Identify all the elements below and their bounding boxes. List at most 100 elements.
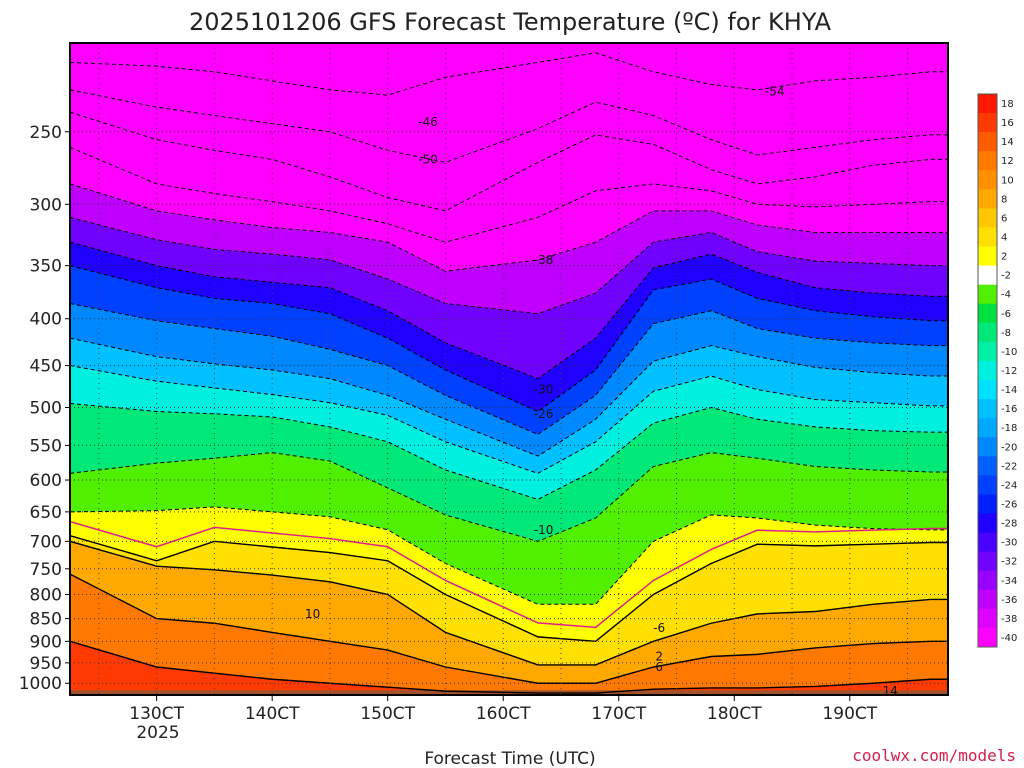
colorbar-tick-label: 14 (1001, 137, 1014, 148)
colorbar-tick-label: -24 (1001, 480, 1017, 491)
colorbar-swatch (978, 360, 997, 381)
colorbar-tick-label: -8 (1001, 328, 1011, 339)
contour-label: 6 (655, 660, 663, 674)
plot-area (70, 43, 948, 695)
contour-label: -30 (534, 383, 554, 397)
colorbar-tick-label: -34 (1001, 576, 1017, 587)
colorbar-tick-label: -18 (1001, 423, 1017, 434)
contour-line-2 (70, 534, 948, 643)
colorbar-swatch (978, 551, 997, 572)
colorbar-swatch (978, 494, 997, 515)
colorbar-swatch (978, 284, 997, 305)
y-tick-label: 750 (30, 560, 62, 580)
contour-label: 10 (305, 607, 320, 621)
colorbar-tick-label: -28 (1001, 519, 1017, 530)
contour-lines (70, 52, 948, 694)
colorbar-tick-label: -32 (1001, 557, 1017, 568)
y-tick-label: 800 (30, 585, 62, 605)
colorbar-tick-label: 10 (1001, 175, 1014, 186)
y-tick-label: 500 (30, 399, 62, 419)
colorbar-swatch (978, 113, 997, 133)
colorbar-tick-label: -6 (1001, 309, 1011, 320)
colorbar-swatch (978, 589, 997, 610)
x-axis: 130CT 140CT 150CT 160CT 170CT 180CT 190CT (129, 695, 878, 724)
colorbar: 18 16 14 12 10 8 6 4 2 -2 -4 -6 -8 -10 -12 -14 -16 -18 -20… (977, 93, 1017, 648)
colorbar-tick-label: 18 (1001, 99, 1014, 110)
colorbar-swatch (978, 475, 997, 495)
colorbar-tick-label: -10 (1001, 347, 1017, 358)
contour-line--26 (70, 265, 948, 413)
colorbar-swatch (978, 303, 997, 324)
chart-title: 2025101206 GFS Forecast Temperature (ºC)… (189, 8, 832, 36)
contour-label: -54 (765, 85, 785, 99)
colorbar-swatch (978, 246, 997, 267)
y-tick-label: 250 (30, 123, 62, 143)
contour-label: -46 (418, 115, 438, 129)
colorbar-tick-label: -26 (1001, 499, 1017, 510)
colorbar-swatch (978, 380, 997, 400)
colorbar-tick-label: -22 (1001, 461, 1017, 472)
colorbar-swatch (978, 399, 997, 419)
x-tick-label: 160CT (476, 704, 531, 724)
colorbar-tick-label: -30 (1001, 538, 1017, 549)
contour-label: -6 (653, 621, 665, 635)
colorbar-swatch (978, 437, 997, 457)
colorbar-tick-label: -4 (1001, 290, 1011, 301)
contour-line--42 (70, 146, 948, 243)
plot-frame (69, 42, 949, 696)
x-tick-label: 150CT (360, 704, 415, 724)
y-tick-label: 1000 (19, 674, 62, 694)
colorbar-tick-label: -40 (1001, 633, 1017, 644)
y-tick-label: 350 (30, 257, 62, 277)
contour-line--54 (70, 52, 948, 96)
contour-line--30 (70, 241, 948, 380)
x-tick-label: 190CT (822, 704, 877, 724)
colorbar-tick-label: -12 (1001, 366, 1017, 377)
colorbar-swatch (978, 627, 997, 648)
contour-line--14 (70, 365, 948, 474)
colorbar-swatch (978, 94, 997, 114)
y-axis: 2503003504004505005506006507007508008509… (19, 123, 70, 694)
colorbar-swatch (978, 208, 997, 228)
contour-line--34 (70, 216, 948, 315)
contour-line-14 (70, 640, 948, 694)
colorbar-swatch (978, 418, 997, 438)
colorbar-swatch (978, 151, 997, 171)
contour-line--50 (70, 89, 948, 163)
contour-label: -26 (534, 407, 554, 421)
y-tick-label: 600 (30, 471, 62, 491)
colorbar-swatch (978, 322, 997, 343)
y-tick-label: 950 (30, 654, 62, 674)
y-tick-label: 550 (30, 436, 62, 456)
colorbar-tick-label: 2 (1001, 252, 1007, 263)
colorbar-swatch (978, 341, 997, 362)
y-tick-label: 700 (30, 532, 62, 552)
colorbar-swatch (978, 170, 997, 190)
x-tick-year: 2025 (136, 723, 179, 743)
contour-line--46 (70, 111, 948, 212)
y-tick-label: 400 (30, 310, 62, 330)
freezing-line (70, 520, 948, 629)
y-tick-label: 850 (30, 610, 62, 630)
y-tick-label: 300 (30, 195, 62, 215)
contour-label: 14 (883, 684, 898, 698)
colorbar-tick-label: -16 (1001, 404, 1017, 415)
colorbar-tick-label: -38 (1001, 614, 1017, 625)
y-tick-label: 900 (30, 632, 62, 652)
x-tick-label: 130CT (129, 704, 184, 724)
colorbar-swatch (978, 513, 997, 534)
colorbar-tick-label: 8 (1001, 194, 1007, 205)
contour-label: -10 (534, 523, 554, 537)
contour-label: 2 (655, 650, 663, 664)
colorbar-swatch (978, 532, 997, 553)
contour-label: -38 (534, 253, 554, 267)
contour-line--2 (70, 506, 948, 605)
band-10 (70, 574, 948, 695)
y-tick-label: 450 (30, 357, 62, 377)
x-tick-label: 170CT (591, 704, 646, 724)
contour-line--38 (70, 183, 948, 272)
watermark: coolwx.com/models (852, 746, 1016, 765)
grid-lines (70, 43, 948, 695)
colorbar-swatch (978, 227, 997, 248)
